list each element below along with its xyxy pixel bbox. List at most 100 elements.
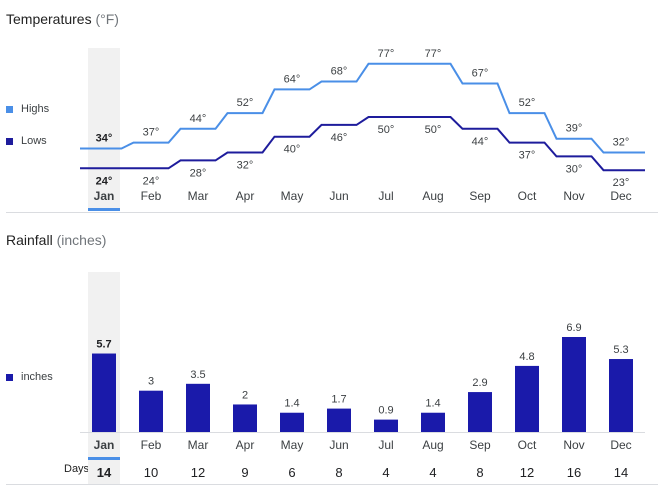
rain-month-tab-apr[interactable]: Apr: [236, 438, 255, 452]
temperature-title: Temperatures (°F): [6, 11, 119, 27]
rain-month-tab-nov[interactable]: Nov: [563, 438, 584, 452]
data-label-highs-oct: 52°: [519, 97, 536, 109]
data-label-lows-oct: 37°: [519, 150, 536, 162]
selected-month-indicator-temp: [88, 208, 120, 211]
rain-days-mar: 12: [191, 465, 205, 480]
rain-month-tab-may[interactable]: May: [281, 438, 304, 452]
data-label-lows-sep: 44°: [472, 136, 489, 148]
legend-rainfall-swatch: [6, 373, 13, 381]
month-tab-may[interactable]: May: [281, 189, 304, 203]
bar-label-aug: 1.4: [425, 398, 440, 410]
bar-oct: [515, 365, 539, 432]
legend-lows-swatch: [6, 137, 13, 145]
data-label-lows-jun: 46°: [331, 132, 348, 144]
legend-rainfall: inches: [6, 371, 53, 383]
data-label-highs-apr: 52°: [237, 97, 254, 109]
legend-rainfall-label: inches: [21, 371, 53, 383]
data-label-highs-mar: 44°: [190, 113, 207, 125]
rain-month-tab-mar[interactable]: Mar: [188, 438, 209, 452]
rainfall-unit: (inches): [56, 232, 107, 248]
section-divider: [6, 212, 658, 213]
data-label-highs-aug: 77°: [425, 48, 442, 60]
month-tab-nov[interactable]: Nov: [563, 189, 584, 203]
bar-label-feb: 3: [148, 376, 154, 388]
legend-highs-swatch: [6, 105, 13, 113]
rain-month-tab-aug[interactable]: Aug: [422, 438, 443, 452]
temperature-unit: (°F): [95, 11, 119, 27]
data-label-lows-aug: 50°: [425, 124, 442, 136]
rain-month-tab-jan[interactable]: Jan: [94, 438, 115, 452]
bar-feb: [139, 390, 163, 432]
month-tab-jan[interactable]: Jan: [94, 189, 115, 203]
data-label-lows-mar: 28°: [190, 167, 207, 179]
bar-label-jun: 1.7: [331, 394, 346, 406]
month-tab-jun[interactable]: Jun: [329, 189, 348, 203]
bar-label-jan: 5.7: [96, 339, 111, 351]
bar-nov: [562, 337, 586, 432]
rain-month-tab-sep[interactable]: Sep: [469, 438, 491, 452]
legend-lows: Lows: [6, 135, 47, 147]
rain-days-jan: 14: [97, 465, 112, 480]
month-tab-oct[interactable]: Oct: [518, 189, 537, 203]
rain-days-sep: 8: [476, 465, 483, 480]
selected-month-indicator-rain: [88, 457, 120, 460]
month-tab-aug[interactable]: Aug: [422, 189, 443, 203]
bar-may: [280, 412, 304, 432]
rain-days-feb: 10: [144, 465, 158, 480]
rain-days-dec: 14: [614, 465, 628, 480]
rain-month-tab-feb[interactable]: Feb: [141, 438, 162, 452]
bar-label-mar: 3.5: [190, 369, 205, 381]
series-line-lows: [80, 116, 645, 172]
data-label-highs-jun: 68°: [331, 66, 348, 78]
data-label-highs-jul: 77°: [378, 48, 395, 60]
data-label-highs-sep: 67°: [472, 67, 489, 79]
days-label: Days: [64, 463, 90, 475]
month-tab-mar[interactable]: Mar: [188, 189, 209, 203]
legend-highs-label: Highs: [21, 103, 50, 115]
bar-label-jul: 0.9: [378, 405, 393, 417]
bar-label-nov: 6.9: [566, 322, 581, 334]
rain-days-oct: 12: [520, 465, 534, 480]
rain-month-tab-jun[interactable]: Jun: [329, 438, 348, 452]
rain-month-tab-oct[interactable]: Oct: [518, 438, 537, 452]
data-label-highs-may: 64°: [284, 73, 301, 85]
data-label-lows-may: 40°: [284, 144, 301, 156]
month-tab-dec[interactable]: Dec: [610, 189, 631, 203]
rain-month-tab-dec[interactable]: Dec: [610, 438, 631, 452]
bottom-divider: [6, 484, 658, 485]
bar-dec: [609, 359, 633, 432]
rain-days-aug: 4: [429, 465, 436, 480]
data-label-lows-nov: 30°: [566, 163, 583, 175]
series-line-highs: [80, 62, 645, 154]
data-label-highs-jan: 34°: [96, 133, 113, 145]
rainfall-title-text: Rainfall: [6, 232, 53, 248]
data-label-lows-feb: 24°: [143, 175, 160, 187]
data-label-lows-jul: 50°: [378, 124, 395, 136]
month-tab-sep[interactable]: Sep: [469, 189, 491, 203]
temperature-title-text: Temperatures: [6, 11, 92, 27]
bar-label-may: 1.4: [284, 398, 299, 410]
legend-highs: Highs: [6, 103, 49, 115]
legend-lows-label: Lows: [21, 135, 47, 147]
data-label-lows-jan: 24°: [96, 175, 113, 187]
rain-days-may: 6: [288, 465, 295, 480]
rain-month-tab-jul[interactable]: Jul: [378, 438, 393, 452]
bar-mar: [186, 383, 210, 432]
bar-jul: [374, 419, 398, 432]
rain-days-apr: 9: [241, 465, 248, 480]
data-label-highs-nov: 39°: [566, 123, 583, 135]
rain-days-nov: 16: [567, 465, 581, 480]
month-tab-jul[interactable]: Jul: [378, 189, 393, 203]
month-tab-feb[interactable]: Feb: [141, 189, 162, 203]
rain-days-jul: 4: [382, 465, 389, 480]
month-tab-apr[interactable]: Apr: [236, 189, 255, 203]
selected-month-highlight-temp: [88, 48, 120, 210]
bar-aug: [421, 412, 445, 432]
bar-label-apr: 2: [242, 389, 248, 401]
data-label-lows-apr: 32°: [237, 159, 254, 171]
bar-jun: [327, 408, 351, 432]
bar-apr: [233, 404, 257, 432]
bar-sep: [468, 392, 492, 432]
data-label-highs-feb: 37°: [143, 127, 160, 139]
